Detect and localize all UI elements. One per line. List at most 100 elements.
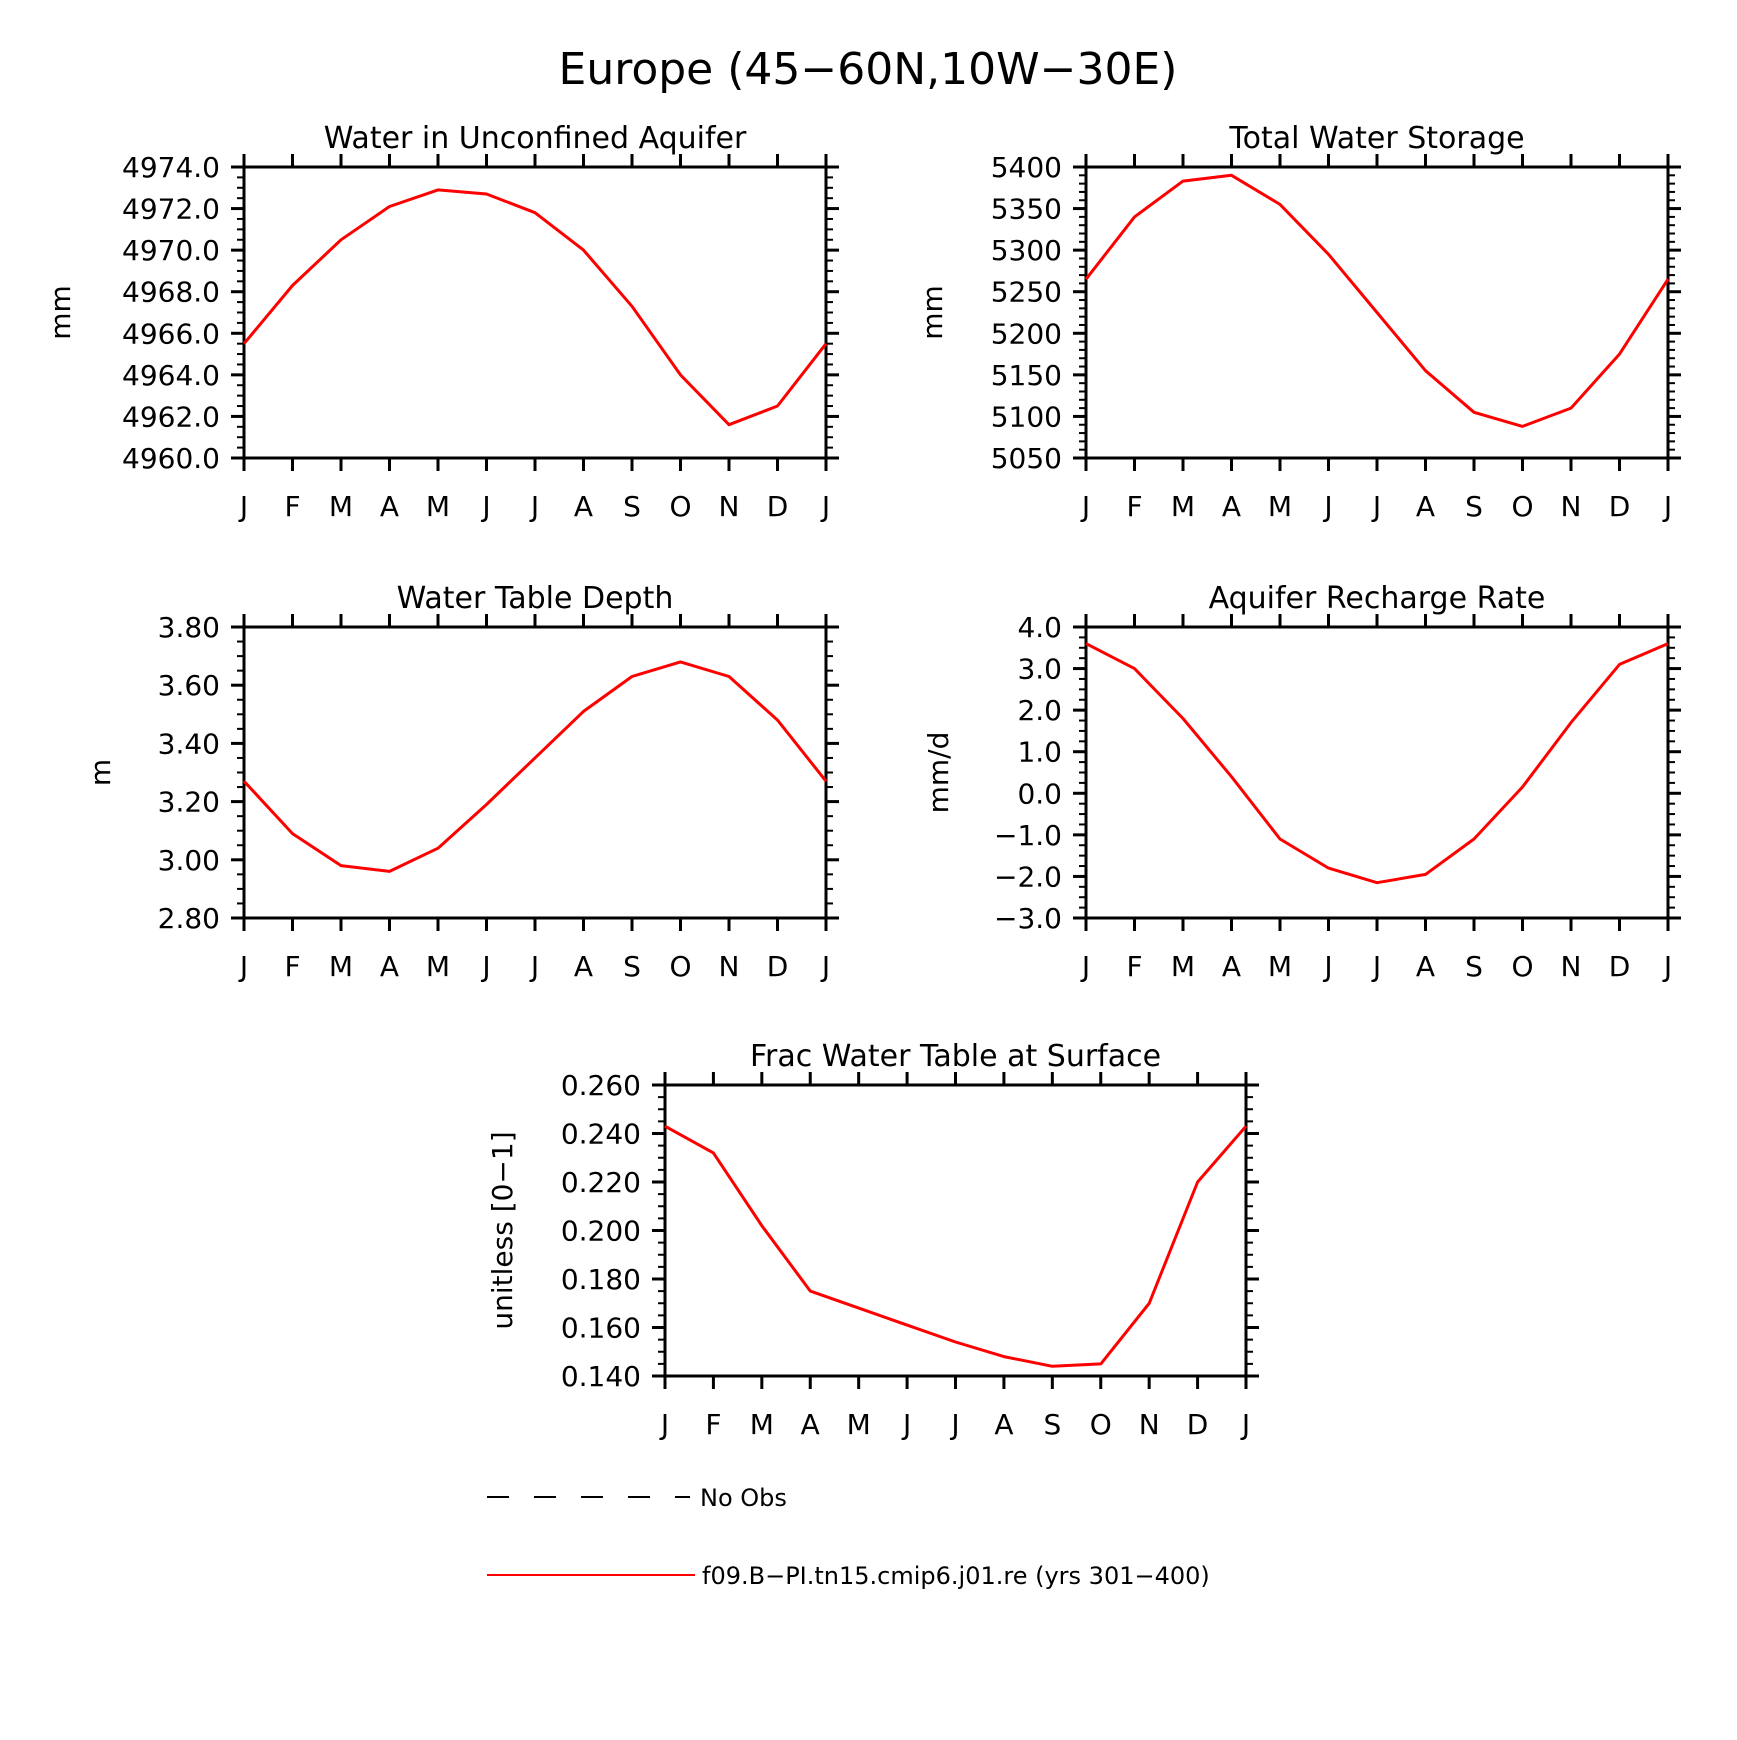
legend-label-model: f09.B−PI.tn15.cmip6.j01.re (yrs 301−400) [702,1562,1210,1590]
panel-5-frame [663,1083,1248,1378]
panel-4-y-tick-label: 0.0 [1017,777,1062,810]
panel-2-x-tick-label: A [1416,490,1435,523]
panel-2-y-tick-label: 5350 [991,193,1062,226]
panel-5-y-tick-label: 0.220 [561,1166,641,1199]
panel-1-y-axis-label: mm [44,285,77,340]
panel-5-series-line [664,1124,1248,1368]
panel-2-x-tick-label: M [1268,490,1292,523]
panel-5-x-tick-label: J [659,1408,669,1441]
panel-5-x-tick-label: A [994,1408,1013,1441]
panel-3-series-line [242,660,828,873]
panel-1-y-tick-label: 4968.0 [122,276,220,309]
panel-4-y-tick-label: 1.0 [1017,736,1062,769]
panel-4-x-tick-label: O [1511,950,1533,983]
panel-1-y-tick-label: 4972.0 [122,193,220,226]
panel-2-x-tick-label: M [1171,490,1195,523]
panel-1-y-tick-label: 4974.0 [122,151,220,184]
panel-5-y-tick-label: 0.260 [561,1069,641,1102]
panel-1-x-tick-label: D [767,490,789,523]
panel-2-y-tick-label: 5250 [991,276,1062,309]
panel-3-y-tick-label: 3.00 [158,844,220,877]
panel-3-x-tick-label: N [719,950,740,983]
panel-2-x-tick-label: F [1126,490,1142,523]
panel-1-y-tick-label: 4960.0 [122,442,220,475]
panel-4-x-tick-label: D [1609,950,1631,983]
panel-1-frame [242,165,828,460]
panel-2-series-line [1084,173,1670,428]
panel-2-y-tick-label: 5050 [991,442,1062,475]
panel-1-title: Water in Unconfined Aquifer [324,121,747,156]
panel-1-x-tick-label: J [238,490,248,523]
panel-2-x-tick-label: D [1609,490,1631,523]
panel-4-x-tick-label: F [1126,950,1142,983]
panel-5-x-tick-label: J [901,1408,911,1441]
panel-1-y-tick-label: 4964.0 [122,359,220,392]
panel-4-y-tick-label: −2.0 [994,860,1062,893]
panel-4-x-tick-label: M [1268,950,1292,983]
panel-1-x-tick-label: M [329,490,353,523]
panel-3-x-tick-label: O [669,950,691,983]
panel-3-x-tick-label: M [329,950,353,983]
panel-3-x-tick-label: A [574,950,593,983]
panel-2-x-tick-label: J [1080,490,1090,523]
panel-4-x-tick-label: J [1322,950,1332,983]
panel-1-x-tick-label: M [426,490,450,523]
panel-3-x-tick-label: M [426,950,450,983]
panel-3-y-tick-label: 3.40 [158,727,220,760]
panel-4-series-line [1085,642,1669,885]
panel-3-y-tick-label: 3.60 [158,669,220,702]
panel-5-y-axis-label: unitless [0−1] [486,1131,519,1329]
panel-3-x-tick-label: F [284,950,300,983]
panel-4-x-tick-label: S [1465,950,1483,983]
panel-4-frame [1084,625,1670,920]
panel-4-y-tick-label: −1.0 [994,819,1062,852]
panel-3-y-tick-label: 3.20 [158,786,220,819]
panel-3-x-tick-label: D [767,950,789,983]
panel-4-x-tick-label: A [1416,950,1435,983]
panel-1-x-tick-label: O [669,490,691,523]
panel-1-x-tick-label: A [380,490,399,523]
panel-3-x-tick-label: S [623,950,641,983]
panel-3-frame [242,625,828,920]
panel-4-x-tick-label: J [1080,950,1090,983]
panel-4-title: Aquifer Recharge Rate [1209,581,1546,616]
panel-3-title: Water Table Depth [397,581,674,616]
panel-2-title: Total Water Storage [1228,121,1524,156]
panel-1-x-tick-label: S [623,490,641,523]
panel-2-y-tick-label: 5150 [991,359,1062,392]
panel-4-x-tick-label: J [1371,950,1381,983]
panel-2-y-tick-label: 5400 [991,151,1062,184]
panel-5-x-tick-label: A [801,1408,820,1441]
panel-2-x-tick-label: J [1371,490,1381,523]
panel-3-x-tick-label: J [238,950,248,983]
panel-2-x-tick-label: O [1511,490,1533,523]
panel-3-x-tick-label: J [529,950,539,983]
panel-5-x-tick-label: J [1240,1408,1250,1441]
panel-1-y-tick-label: 4962.0 [122,400,220,433]
panel-2-y-tick-label: 5200 [991,317,1062,350]
panel-1-y-tick-label: 4966.0 [122,317,220,350]
panel-1-x-tick-label: F [284,490,300,523]
panel-5-x-tick-label: M [847,1408,871,1441]
legend-label-no-obs: No Obs [700,1484,787,1512]
panel-1-x-tick-label: J [820,490,830,523]
panel-3-y-tick-label: 2.80 [158,902,220,935]
legend: No Obs f09.B−PI.tn15.cmip6.j01.re (yrs 3… [487,1484,1210,1590]
panel-5-x-tick-label: J [949,1408,959,1441]
panel-5-x-tick-label: N [1139,1408,1160,1441]
panel-2-x-tick-label: J [1662,490,1672,523]
panel-3-x-tick-label: A [380,950,399,983]
panel-2-x-tick-label: J [1322,490,1332,523]
figure-title: Europe (45−60N,10W−30E) [559,44,1178,95]
panel-3-y-tick-label: 3.80 [158,611,220,644]
panel-3-y-axis-label: m [84,759,117,786]
panel-4-y-tick-label: 4.0 [1017,611,1062,644]
panel-2-x-tick-label: S [1465,490,1483,523]
panel-5-x-tick-label: F [705,1408,721,1441]
panel-5-x-tick-label: M [750,1408,774,1441]
panel-2-x-tick-label: A [1222,490,1241,523]
panel-2-y-axis-label: mm [916,285,949,340]
